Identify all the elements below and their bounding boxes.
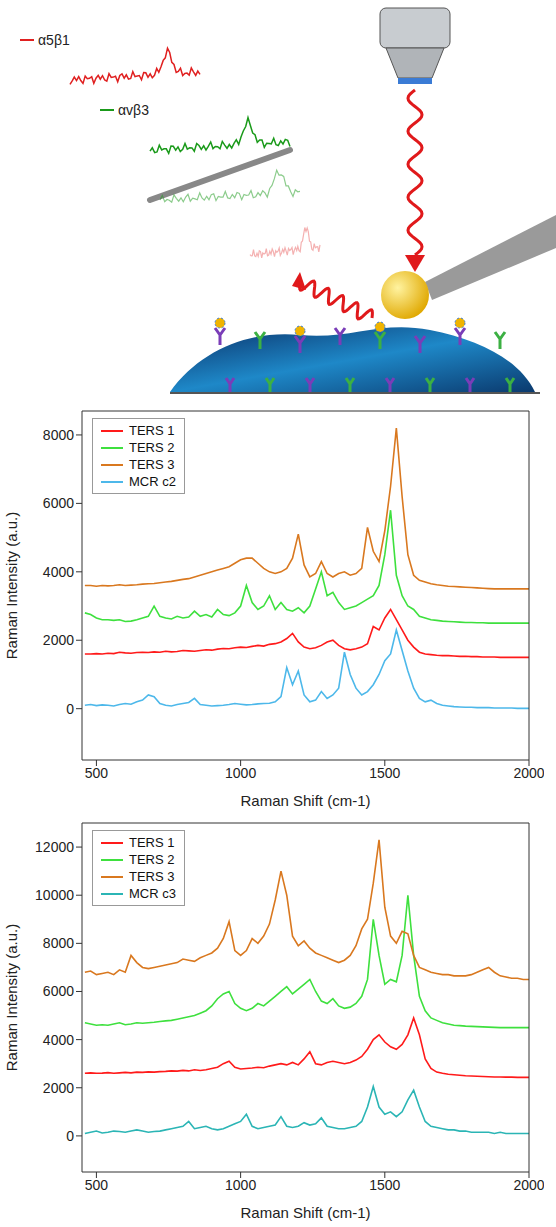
svg-text:Raman Shift (cm-1): Raman Shift (cm-1) (240, 1204, 370, 1221)
svg-text:1500: 1500 (369, 765, 400, 781)
svg-text:1000: 1000 (225, 765, 256, 781)
html-text:MCR c2: MCR c2 (129, 474, 176, 489)
svg-text:500: 500 (85, 1177, 109, 1193)
svg-text:12000: 12000 (35, 839, 74, 855)
svg-text:6000: 6000 (43, 495, 74, 511)
svg-text:α5β1: α5β1 (38, 32, 70, 48)
html-text:TERS 3: TERS 3 (129, 869, 175, 884)
svg-text:2000: 2000 (43, 1080, 74, 1096)
svg-text:4000: 4000 (43, 1032, 74, 1048)
svg-text:Raman Intensity (a.u.): Raman Intensity (a.u.) (4, 924, 20, 1072)
svg-text:0: 0 (66, 1128, 74, 1144)
svg-text:2000: 2000 (513, 1177, 544, 1193)
html-text:TERS 2: TERS 2 (129, 440, 175, 455)
svg-text:1500: 1500 (369, 1177, 400, 1193)
svg-text:Raman Intensity (a.u.): Raman Intensity (a.u.) (4, 512, 20, 660)
svg-text:4000: 4000 (43, 564, 74, 580)
html-text:MCR c3: MCR c3 (129, 886, 176, 901)
html-text:TERS 1: TERS 1 (129, 423, 175, 438)
html-text:TERS 2: TERS 2 (129, 852, 175, 867)
html-text:TERS 3: TERS 3 (129, 457, 175, 472)
svg-text:6000: 6000 (43, 983, 74, 999)
svg-text:2000: 2000 (43, 632, 74, 648)
svg-text:Raman Shift (cm-1): Raman Shift (cm-1) (240, 792, 370, 809)
svg-text:1000: 1000 (225, 1177, 256, 1193)
svg-text:8000: 8000 (43, 935, 74, 951)
html-text:TERS 1: TERS 1 (129, 835, 175, 850)
svg-text:0: 0 (66, 701, 74, 717)
svg-text:2000: 2000 (513, 765, 544, 781)
svg-text:10000: 10000 (35, 887, 74, 903)
svg-text:8000: 8000 (43, 427, 74, 443)
svg-text:αvβ3: αvβ3 (118, 102, 149, 118)
svg-text:500: 500 (85, 765, 109, 781)
